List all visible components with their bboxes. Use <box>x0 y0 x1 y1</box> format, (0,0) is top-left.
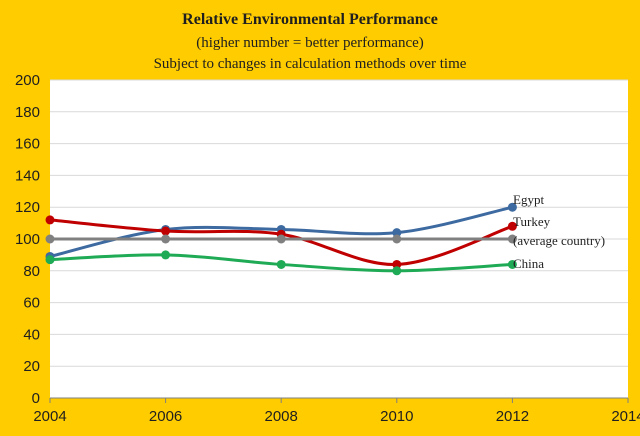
x-tick-label: 2012 <box>496 408 529 425</box>
y-tick-label: 180 <box>15 104 40 121</box>
series-label-turkey: Turkey <box>513 214 551 229</box>
y-tick-label: 140 <box>15 167 40 184</box>
series-points <box>45 202 517 276</box>
data-point-china <box>507 259 517 269</box>
y-tick-label: 0 <box>32 390 40 407</box>
y-tick-label: 80 <box>23 263 40 280</box>
data-point-china <box>45 255 55 265</box>
y-tick-label: 20 <box>23 358 40 375</box>
x-tick-label: 2006 <box>149 408 182 425</box>
data-point-china <box>276 259 286 269</box>
data-point-china <box>161 250 171 260</box>
y-tick-label: 120 <box>15 199 40 216</box>
data-point-average-country <box>507 234 517 244</box>
data-point-egypt <box>507 202 517 212</box>
series-label-china: China <box>513 256 544 271</box>
y-tick-label: 160 <box>15 136 40 153</box>
y-axis: 0 20 40 60 80 100 120 140 160 180 200 <box>15 72 40 407</box>
series-labels: Egypt Turkey (average country) China <box>513 192 605 271</box>
data-point-turkey <box>507 221 517 231</box>
data-point-average-country <box>276 234 286 244</box>
x-tick-label: 2010 <box>380 408 413 425</box>
data-point-china <box>392 266 402 276</box>
y-tick-label: 200 <box>15 72 40 89</box>
data-point-turkey <box>392 259 402 269</box>
series-label-average-country: (average country) <box>513 233 605 248</box>
x-tick-label: 2004 <box>33 408 66 425</box>
y-tick-label: 40 <box>23 326 40 343</box>
chart-subtitle-2: Subject to changes in calculation method… <box>154 56 467 72</box>
chart-title: Relative Environmental Performance <box>182 11 438 28</box>
data-point-turkey <box>161 226 171 236</box>
data-point-turkey <box>45 215 55 225</box>
chart-subtitle: (higher number = better performance) <box>196 35 424 51</box>
grid-lines <box>50 79 628 367</box>
data-point-average-country <box>161 234 171 244</box>
series-label-egypt: Egypt <box>513 192 544 207</box>
data-point-average-country <box>45 234 55 244</box>
y-tick-label: 100 <box>15 231 40 248</box>
y-tick-label: 60 <box>23 295 40 312</box>
data-point-average-country <box>392 234 402 244</box>
data-point-egypt <box>392 228 402 238</box>
x-tick-label: 2008 <box>265 408 298 425</box>
